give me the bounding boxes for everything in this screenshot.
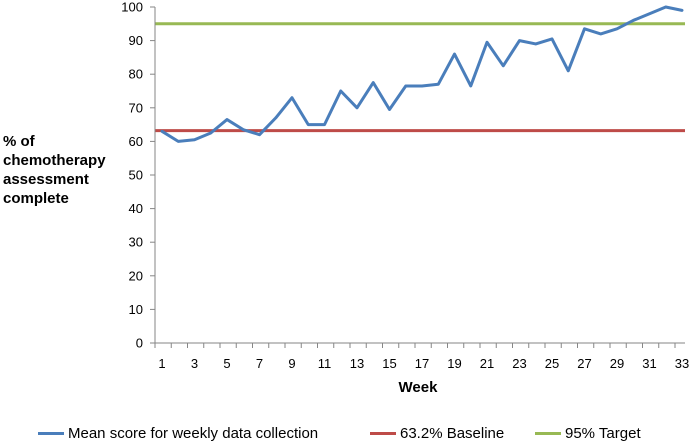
y-tick-label: 30	[129, 235, 143, 250]
reference-lines	[155, 22, 685, 133]
y-tick-label: 10	[129, 302, 143, 317]
weekly-score-point	[209, 131, 212, 135]
y-tick-label: 60	[129, 134, 143, 149]
weekly-score-line	[160, 5, 684, 143]
weekly-score-point	[615, 27, 619, 31]
weekly-score-point	[453, 52, 456, 56]
y-tick-label: 90	[129, 33, 143, 48]
weekly-score-point	[307, 123, 310, 126]
weekly-score-point	[323, 123, 326, 126]
x-tick-label: 19	[447, 356, 461, 371]
y-axis-title: % of chemotherapy assessment complete	[3, 133, 106, 207]
weekly-score-point	[258, 133, 261, 136]
y-ticks: 0 10 20 30 40 50 60 70 80 90 100	[121, 0, 155, 351]
legend-item-baseline: 63.2% Baseline	[370, 425, 504, 442]
weekly-score-point	[550, 37, 554, 41]
data-series	[160, 5, 684, 143]
x-tick-label: 11	[318, 356, 332, 371]
x-tick-label: 27	[577, 356, 591, 371]
x-tick-label: 29	[610, 356, 624, 371]
weekly-score-point	[518, 39, 521, 42]
weekly-score-point	[583, 27, 586, 31]
weekly-score-point	[160, 130, 164, 133]
weekly-score-point	[567, 69, 570, 73]
weekly-score-point	[193, 138, 196, 141]
legend: Mean score for weekly data collection 63…	[0, 425, 690, 445]
y-tick-label: 70	[129, 100, 143, 115]
weekly-score-point	[648, 12, 651, 15]
legend-swatch-weekly	[38, 432, 64, 435]
legend-label-weekly: Mean score for weekly data collection	[68, 425, 319, 442]
weekly-score-point	[502, 64, 505, 68]
y-tick-label: 50	[129, 168, 143, 183]
weekly-score-point	[242, 128, 245, 131]
y-tick-label: 40	[129, 201, 143, 216]
weekly-score-point	[437, 83, 440, 86]
weekly-score-point	[534, 42, 537, 46]
x-axis-title: Week	[399, 379, 439, 396]
legend-label-target: 95% Target	[565, 425, 641, 442]
weekly-score-point	[274, 116, 277, 120]
axes	[154, 7, 685, 344]
weekly-score-point	[664, 5, 667, 9]
y-tick-label: 80	[129, 67, 143, 82]
x-tick-label: 3	[191, 356, 198, 371]
legend-swatch-baseline	[370, 432, 396, 435]
weekly-score-point	[599, 32, 602, 36]
legend-swatch-target	[535, 432, 561, 435]
x-tick-label: 17	[415, 356, 429, 371]
weekly-score-point	[290, 96, 294, 99]
x-tick-label: 15	[382, 356, 396, 371]
x-tick-label: 31	[642, 356, 656, 371]
y-tick-label: 20	[129, 268, 143, 283]
weekly-score-point	[388, 108, 391, 111]
weekly-score-point	[469, 84, 472, 88]
x-tick-label: 13	[350, 356, 364, 371]
weekly-score-point	[372, 81, 375, 84]
x-tick-label: 1	[158, 356, 165, 371]
y-tick-label: 100	[121, 0, 143, 15]
weekly-score-point	[177, 140, 180, 143]
weekly-score-point	[680, 9, 684, 12]
weekly-score-point	[485, 41, 489, 44]
x-ticks: 1 3 5 7 9 11 13 15 17 19 21 23 25 27 29 31 33	[154, 343, 689, 371]
legend-item-target: 95% Target	[535, 425, 641, 442]
weekly-score-point	[632, 19, 635, 22]
x-tick-label: 5	[223, 356, 230, 371]
x-tick-label: 21	[480, 356, 494, 371]
weekly-score-point	[420, 84, 424, 88]
weekly-score-point	[404, 84, 407, 88]
legend-item-weekly: Mean score for weekly data collection	[38, 425, 318, 442]
weekly-score-point	[355, 106, 359, 110]
weekly-score-point	[339, 89, 342, 93]
x-tick-label: 9	[288, 356, 295, 371]
weekly-score-point	[225, 118, 229, 121]
x-tick-label: 25	[545, 356, 559, 371]
x-tick-label: 23	[512, 356, 526, 371]
x-tick-label: 33	[675, 356, 689, 371]
legend-label-baseline: 63.2% Baseline	[400, 425, 505, 442]
y-tick-label: 0	[136, 336, 143, 351]
x-tick-label: 7	[256, 356, 263, 371]
